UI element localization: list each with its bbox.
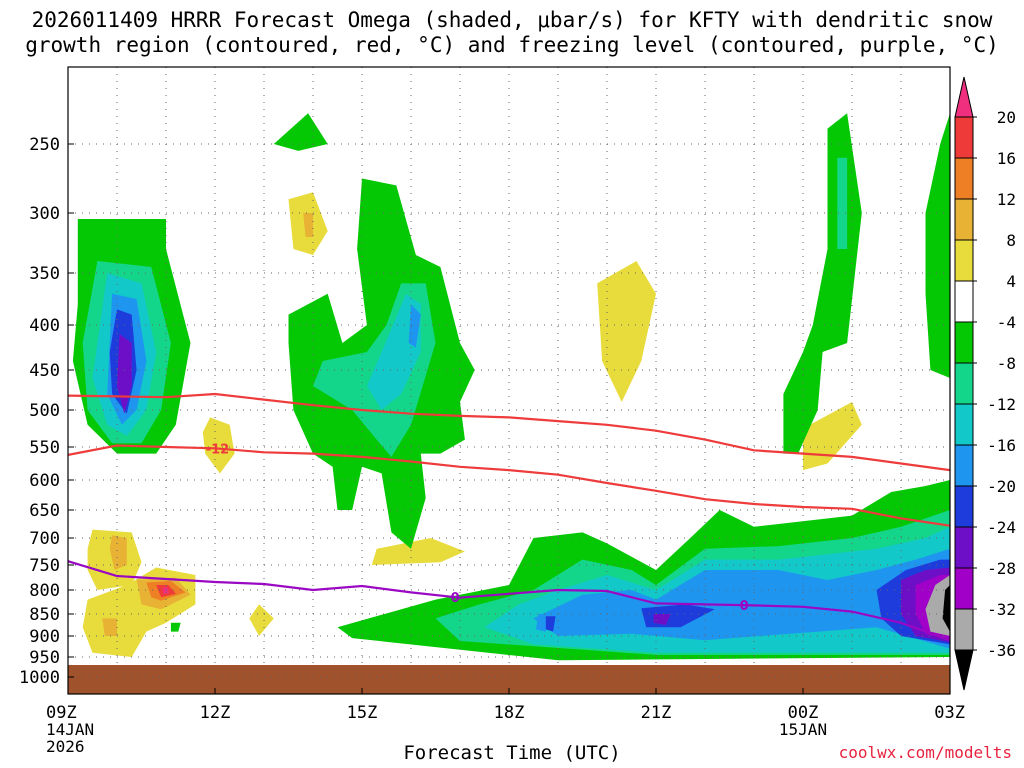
colorbar-label: -32 [987,600,1016,619]
colorbar-label: 20 [997,108,1016,127]
omega-low-24b [653,614,671,625]
colorbar-label: -8 [997,354,1016,373]
omega-right-4 [783,113,862,454]
x-tick-label: 09Z [46,703,77,723]
x-tick-sublabel: 2026 [46,737,85,756]
omega-pos-b20 [162,587,169,594]
omega-pos-f8 [303,213,313,237]
colorbar-bottom-arrow [954,649,974,691]
colorbar-box [954,116,974,159]
y-tick-label: 600 [29,471,60,491]
contour-dendritic-upper [68,392,950,472]
y-tick-label: 250 [29,135,60,155]
colorbar-box [954,280,974,323]
colorbar-label: 4 [1006,272,1016,291]
colorbar-label: -4 [997,313,1016,332]
y-tick-label: 450 [29,361,60,381]
omega-pos-e [249,604,274,636]
colorbar-box [954,485,974,528]
y-tick-label: 950 [29,648,60,668]
x-tick-label: 21Z [641,703,672,723]
x-tick-label: 18Z [494,703,525,723]
omega-mid-12 [366,293,421,410]
y-tick-label: 400 [29,316,60,336]
omega-left-24 [117,334,132,414]
colorbar-box [954,198,974,241]
colorbar-label: -36 [987,641,1016,660]
axes: 2503003504004505005506006507007508008509… [19,135,965,756]
x-tick-sublabel: 14JAN [46,720,94,739]
credit-text[interactable]: coolwx.com/modelts [838,743,1012,762]
omega-pos-g [371,538,465,565]
omega-pos-d [202,417,235,474]
colorbar-label: -28 [987,559,1016,578]
y-tick-label: 700 [29,529,60,549]
colorbar-label: 8 [1006,231,1016,250]
x-tick-label: 15Z [347,703,378,723]
y-tick-label: 900 [29,627,60,647]
omega-low-16 [533,548,950,649]
contour-dendritic-lower [68,444,950,527]
colorbar-box [954,321,974,364]
x-tick-sublabel: 15JAN [779,720,827,739]
omega-pos-h [597,261,656,402]
y-tick-label: 800 [29,581,60,601]
x-tick-label: 00Z [788,703,819,723]
colorbar-top-arrow [954,76,974,118]
y-tick-label: 650 [29,501,60,521]
colorbar-box [954,362,974,405]
omega-tiny [170,622,181,632]
y-tick-label: 300 [29,204,60,224]
contour-label: 0 [451,591,460,606]
y-tick-label: 550 [29,438,60,458]
colorbar-label: 12 [997,190,1016,209]
colorbar: 20 16 12 8 4 -4 -8 -12 -16 -20 -24 -28 -32 -36 [954,76,1016,691]
omega-right-edge [925,113,950,378]
omega-pos-i [803,402,862,471]
omega-mid-16 [408,304,421,348]
omega-ul [273,113,328,151]
colorbar-box [954,403,974,446]
y-tick-label: 500 [29,401,60,421]
colorbar-box [954,444,974,487]
colorbar-box [954,567,974,610]
colorbar-label: -20 [987,477,1016,496]
omega-right-8 [837,157,848,249]
chart-title-line-2: growth region (contoured, red, °C) and f… [25,33,999,57]
colorbar-label: -12 [987,395,1016,414]
plot-area: -12 0 0 [68,67,950,694]
colorbar-label: 16 [997,149,1016,168]
colorbar-label: -24 [987,518,1016,537]
colorbar-box [954,608,974,651]
omega-pos-a8 [109,535,127,570]
colorbar-box [954,526,974,569]
contour-label: 0 [740,599,749,614]
omega-pos-c8 [102,618,117,636]
chart-title-line-1: 2026011409 HRRR Forecast Omega (shaded, … [31,8,993,32]
gridlines [68,67,950,678]
omega-low-16b [536,614,549,632]
contour-label: -12 [206,443,230,458]
x-axis-label: Forecast Time (UTC) [403,742,621,764]
y-tick-label: 1000 [19,668,60,688]
x-tick-label: 03Z [934,703,965,723]
contour-freezing-level [68,560,950,642]
colorbar-label: -16 [987,436,1016,455]
y-tick-label: 850 [29,605,60,625]
y-tick-label: 350 [29,264,60,284]
omega-low-36 [942,585,950,632]
colorbar-box [954,157,974,200]
y-tick-label: 750 [29,556,60,576]
x-tick-label: 12Z [200,703,231,723]
omega-low-20a [545,616,556,632]
colorbar-box [954,239,974,282]
